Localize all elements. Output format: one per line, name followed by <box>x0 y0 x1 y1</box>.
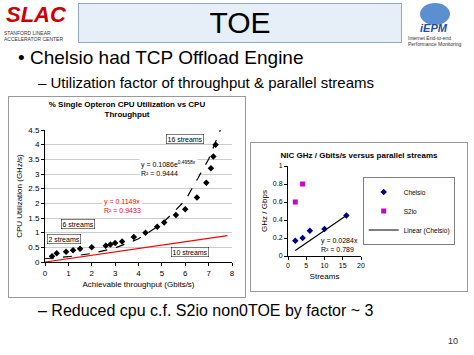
svg-text:5: 5 <box>160 269 165 278</box>
svg-text:1: 1 <box>35 228 40 237</box>
svg-text:4: 4 <box>35 140 40 149</box>
svg-text:Streams: Streams <box>310 272 340 281</box>
svg-text:1: 1 <box>279 162 283 169</box>
svg-text:NIC GHz / Gbits/s versus paral: NIC GHz / Gbits/s versus parallel stream… <box>281 151 439 160</box>
svg-text:3: 3 <box>35 170 40 179</box>
svg-text:CPU Utilization (GHz/s): CPU Utilization (GHz/s) <box>15 154 24 238</box>
svg-text:0.8: 0.8 <box>273 180 283 187</box>
svg-text:0: 0 <box>43 269 48 278</box>
svg-text:4.5: 4.5 <box>28 126 40 135</box>
html-text:• Chelsio had TCP Offload Engi: • Chelsio had TCP Offload Engine <box>18 47 304 68</box>
svg-text:1: 1 <box>66 269 71 278</box>
svg-text:15: 15 <box>339 262 347 269</box>
svg-text:3.5: 3.5 <box>28 155 40 164</box>
svg-text:GHz / Gbps: GHz / Gbps <box>260 190 269 232</box>
html-text:SLAC: SLAC <box>6 2 66 27</box>
svg-text:0.4: 0.4 <box>273 216 283 223</box>
svg-text:y = 0.0284xR² = 0.789: y = 0.0284xR² = 0.789 <box>321 237 358 253</box>
svg-text:Achievable throughput (Gbits/s: Achievable throughput (Gbits/s) <box>82 280 194 289</box>
svg-text:0.6: 0.6 <box>273 198 283 205</box>
svg-text:3: 3 <box>113 269 118 278</box>
html-text:– Utilization factor of throug: – Utilization factor of throughput & par… <box>38 74 374 91</box>
html-text:– Reduced cpu c.f. S2io non0TO: – Reduced cpu c.f. S2io non0TOE by facto… <box>38 302 374 319</box>
svg-text:2.5: 2.5 <box>28 184 40 193</box>
svg-text:Linear (Chelsio): Linear (Chelsio) <box>404 227 450 235</box>
svg-text:0: 0 <box>35 258 40 267</box>
svg-text:y = 0.1086e​0.4958x​R² = 0.944: y = 0.1086e​0.4958x​R² = 0.9444 <box>141 160 196 177</box>
svg-text:Chelsio: Chelsio <box>404 189 426 196</box>
html-text:TOE: TOE <box>209 6 271 39</box>
svg-text:2 streams: 2 streams <box>49 236 80 243</box>
html-text:Internet End-to-end Performanc: Internet End-to-end Performance Monitori… <box>408 35 462 47</box>
svg-text:0: 0 <box>286 262 290 269</box>
svg-text:5: 5 <box>304 262 308 269</box>
svg-text:7: 7 <box>206 269 211 278</box>
svg-text:10 streams: 10 streams <box>173 249 208 256</box>
html-text:iEPM: iEPM <box>420 22 447 34</box>
svg-text:20: 20 <box>357 262 365 269</box>
html-text:STANFORD LINEAR ACCELERATOR CE: STANFORD LINEAR ACCELERATOR CENTER <box>4 30 63 42</box>
svg-text:10: 10 <box>321 262 329 269</box>
svg-text:6: 6 <box>183 269 188 278</box>
svg-text:6 streams: 6 streams <box>63 221 94 228</box>
svg-text:0.2: 0.2 <box>273 234 283 241</box>
svg-text:0.5: 0.5 <box>28 243 40 252</box>
svg-text:16 streams: 16 streams <box>168 136 203 143</box>
svg-text:2: 2 <box>90 269 95 278</box>
svg-text:2: 2 <box>35 199 40 208</box>
svg-text:y = 0.1149xR² = 0.9433: y = 0.1149xR² = 0.9433 <box>104 198 141 214</box>
svg-text:8: 8 <box>230 269 235 278</box>
svg-text:1.5: 1.5 <box>28 214 40 223</box>
svg-text:0: 0 <box>279 252 283 259</box>
svg-text:S2io: S2io <box>404 208 417 215</box>
svg-text:% Single Opteron CPU Utilizati: % Single Opteron CPU Utilization vs CPUT… <box>49 100 206 119</box>
svg-text:4: 4 <box>136 269 141 278</box>
html-text:10: 10 <box>448 336 458 346</box>
